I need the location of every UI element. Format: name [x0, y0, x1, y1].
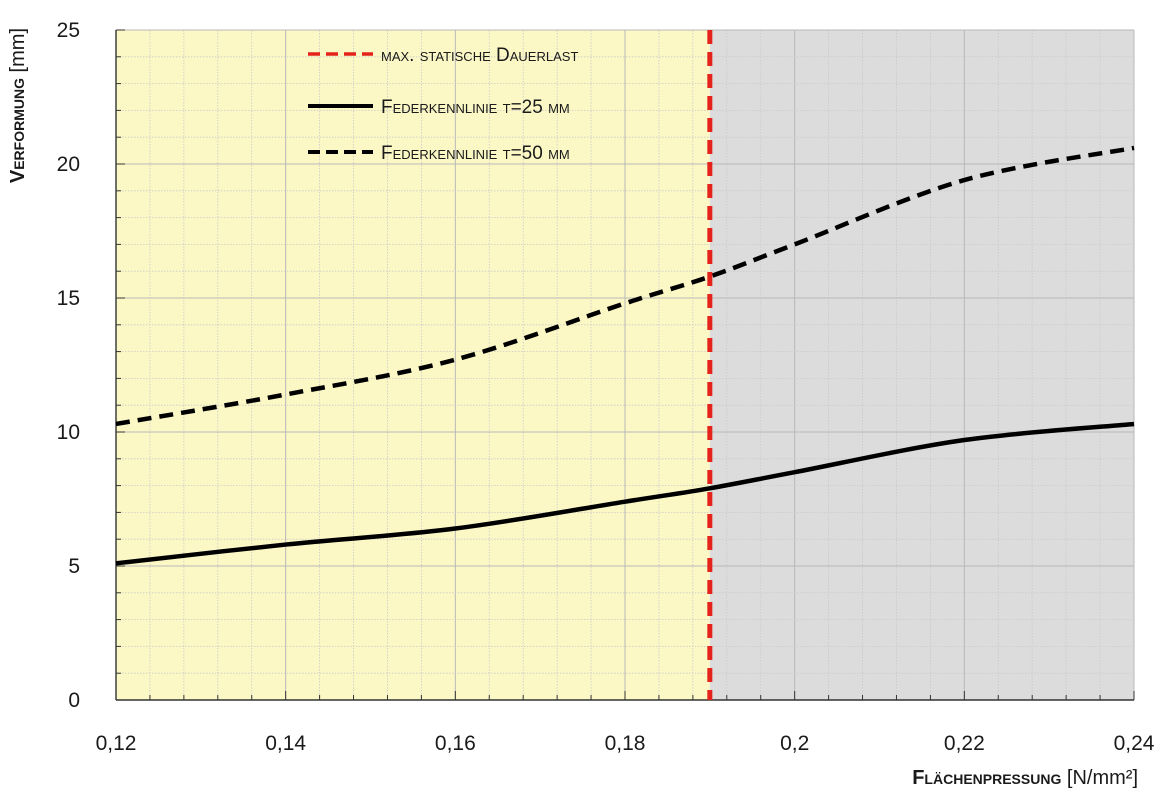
legend-label: Federkennlinie t=25 mm — [381, 97, 570, 118]
y-tick-label: 0 — [68, 689, 80, 712]
y-axis-title: Verformung [mm] — [7, 28, 29, 183]
plot-frame — [115, 29, 1135, 701]
series-line-2 — [115, 145, 1135, 427]
x-tick-label: 0,2 — [780, 732, 809, 755]
legend-label: Federkennlinie t=50 mm — [381, 143, 570, 164]
y-tick-label: 5 — [68, 555, 80, 578]
legend-label: max. statische Dauerlast — [381, 45, 578, 66]
x-tick-label: 0,16 — [435, 732, 476, 755]
y-axis-title-unit: [mm] — [7, 28, 29, 72]
y-tick-label: 25 — [57, 19, 80, 42]
x-axis-title: Flächenpressung [N/mm²] — [912, 767, 1138, 789]
y-tick-label: 20 — [57, 153, 80, 176]
background-regions — [116, 30, 1134, 700]
x-tick-label: 0,18 — [605, 732, 646, 755]
x-tick-label: 0,24 — [1114, 732, 1155, 755]
legend: max. statische Dauerlast Federkennlinie t… — [308, 45, 578, 164]
y-tick-label: 15 — [57, 287, 80, 310]
x-tick-label: 0,12 — [96, 732, 137, 755]
grid-lines — [115, 29, 1135, 701]
y-tick-labels: 0 5 10 15 20 25 — [57, 19, 80, 712]
x-axis-title-main: Flächenpressung — [912, 767, 1061, 789]
y-tick-label: 10 — [57, 421, 80, 444]
series-line-1 — [115, 421, 1135, 566]
y-axis-title-main: Verformung — [7, 78, 29, 183]
x-tick-label: 0,14 — [265, 732, 306, 755]
x-tick-label: 0,22 — [944, 732, 985, 755]
x-tick-labels: 0,12 0,14 0,16 0,18 0,2 0,22 0,24 — [96, 732, 1155, 755]
region-below-limit — [116, 30, 710, 700]
series-lines — [115, 145, 1135, 566]
x-axis-title-unit: [N/mm²] — [1067, 767, 1138, 789]
region-above-limit — [709, 30, 1134, 700]
